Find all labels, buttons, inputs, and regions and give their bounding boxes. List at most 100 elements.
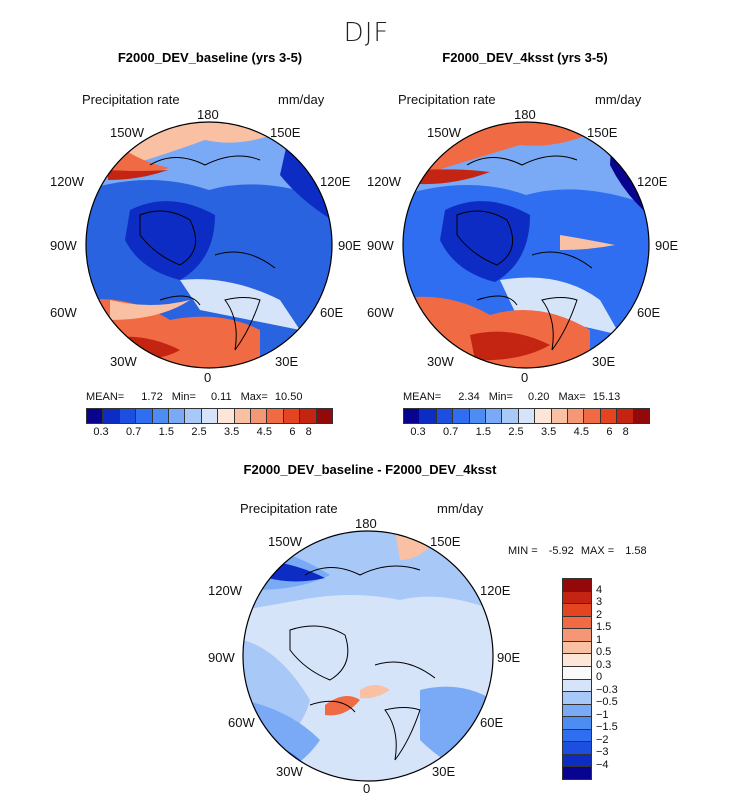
lon-label-90e: 90E: [497, 650, 521, 665]
colorbar-swatch: [315, 409, 333, 423]
figure-suptitle: DJF: [343, 18, 390, 48]
colorbar-swatch: [563, 678, 591, 692]
field-label-baseline: Precipitation rate: [82, 92, 180, 107]
min-label: Min=: [488, 391, 513, 403]
colorbar-tick-label: 3.5: [541, 426, 557, 438]
colorbar-tick-label: 0.3: [596, 658, 612, 671]
min-value: 0.11: [210, 391, 232, 403]
colorbar-swatch: [563, 579, 591, 591]
colorbar-swatch: [632, 409, 650, 423]
colorbar-swatch: [485, 409, 502, 423]
max-value: 15.13: [592, 391, 621, 403]
colorbar-tick-label: 1: [596, 633, 603, 646]
lon-label-120e: 120E: [637, 174, 668, 189]
panel-title-baseline: F2000_DEV_baseline (yrs 3-5): [117, 50, 303, 65]
lon-label-90e: 90E: [655, 238, 679, 253]
stats-baseline: MEAN= 1.72 Min= 0.11 Max= 10.50: [86, 391, 302, 403]
atlantic-peach-band: [110, 300, 190, 320]
lon-label-30w: 30W: [276, 764, 303, 779]
colorbar-swatch: [563, 640, 591, 654]
mean-label: MEAN=: [86, 391, 125, 403]
colorbar-swatch: [404, 409, 420, 423]
pacific-hot-band: [108, 170, 168, 180]
max-label: Max=: [240, 391, 268, 403]
colorbar-swatch: [563, 741, 591, 754]
map-boundary: [242, 530, 494, 782]
colorbar-swatch: [563, 728, 591, 742]
lon-label-30e: 30E: [432, 764, 456, 779]
colorbar-tick-label: 6: [606, 426, 613, 438]
colorbar-tick-label: −2: [596, 733, 609, 746]
lon-label-150e: 150E: [587, 125, 618, 140]
colorbar-swatch: [266, 409, 283, 423]
colorbar-tick-label: 0.7: [126, 426, 142, 438]
colorbar-swatch: [599, 409, 617, 423]
colorbar-swatch: [184, 409, 201, 423]
colorbar-swatch: [550, 409, 568, 423]
lon-label-0: 0: [521, 370, 529, 385]
colorbar-swatch: [616, 409, 633, 423]
colorbar-tick-label: 4.5: [573, 426, 589, 438]
colorbar-swatch: [118, 409, 136, 423]
colorbar-swatch: [563, 703, 591, 717]
colorbar-swatch: [501, 409, 518, 423]
max-label: Max=: [558, 391, 586, 403]
colorbar-swatch: [583, 409, 600, 423]
colorbar-baseline: [86, 408, 333, 424]
lon-label-0: 0: [204, 370, 212, 385]
colorbar-swatch: [282, 409, 300, 423]
colorbar-tick-label: 0.3: [410, 426, 426, 438]
units-label-difference: mm/day: [437, 501, 484, 516]
colorbar-swatch: [534, 409, 551, 423]
pacific-light-region: [243, 531, 493, 610]
mean-label: MEAN=: [403, 391, 442, 403]
mean-value: 2.34: [458, 391, 480, 403]
colorbar-swatch: [87, 409, 103, 423]
colorbar-swatch: [419, 409, 436, 423]
colorbar-swatch: [563, 590, 591, 604]
colorbar-swatch: [563, 716, 591, 729]
colorbar-swatch: [151, 409, 169, 423]
lon-label-60w: 60W: [367, 305, 394, 320]
lon-label-30w: 30W: [427, 354, 454, 369]
lon-label-90e: 90E: [338, 238, 362, 253]
north-atlantic-transition: [500, 277, 620, 335]
greenland-peach-patch: [360, 685, 390, 699]
europe-mid-region: [420, 686, 493, 781]
units-label-4ksst: mm/day: [595, 92, 642, 107]
pacific-hot-band: [420, 169, 490, 185]
coastlines: [289, 565, 436, 761]
lon-label-180: 180: [514, 107, 536, 122]
max-value: 10.50: [274, 391, 303, 403]
colorbar-tick-label: −3: [596, 746, 609, 758]
colorbar-swatch: [168, 409, 185, 423]
colorbar-swatch: [563, 653, 591, 666]
colorbar-tick-label: 0: [596, 671, 603, 683]
lon-label-120e: 120E: [480, 583, 511, 598]
colorbar-4ksst: [403, 408, 650, 424]
colorbar-tick-label: 3.5: [224, 426, 240, 438]
colorbar-tick-label: 2: [596, 608, 603, 621]
colorbar-swatch: [563, 665, 591, 679]
arctic-dry-region: [125, 201, 215, 280]
colorbar-tick-label: 8: [622, 426, 629, 438]
colorbar-swatch: [563, 766, 591, 779]
min-value: -5.92: [548, 545, 574, 557]
lon-label-180: 180: [197, 107, 219, 122]
map-boundary: [402, 121, 650, 369]
siberian-peach-patch: [560, 235, 615, 250]
colorbar-swatch: [563, 628, 591, 641]
colorbar-swatch: [563, 603, 591, 616]
map-boundary: [85, 121, 333, 369]
lon-label-180: 180: [355, 516, 377, 531]
colorbar-swatch: [452, 409, 469, 423]
lon-label-60e: 60E: [637, 305, 661, 320]
lon-label-60e: 60E: [480, 715, 504, 730]
lon-label-120w: 120W: [208, 583, 242, 598]
colorbar-swatch: [563, 615, 591, 629]
lon-label-120w: 120W: [50, 174, 84, 189]
colorbar-swatch: [563, 753, 591, 767]
lon-label-90w: 90W: [367, 238, 394, 253]
colorbar-tick-label: −1: [596, 708, 609, 721]
